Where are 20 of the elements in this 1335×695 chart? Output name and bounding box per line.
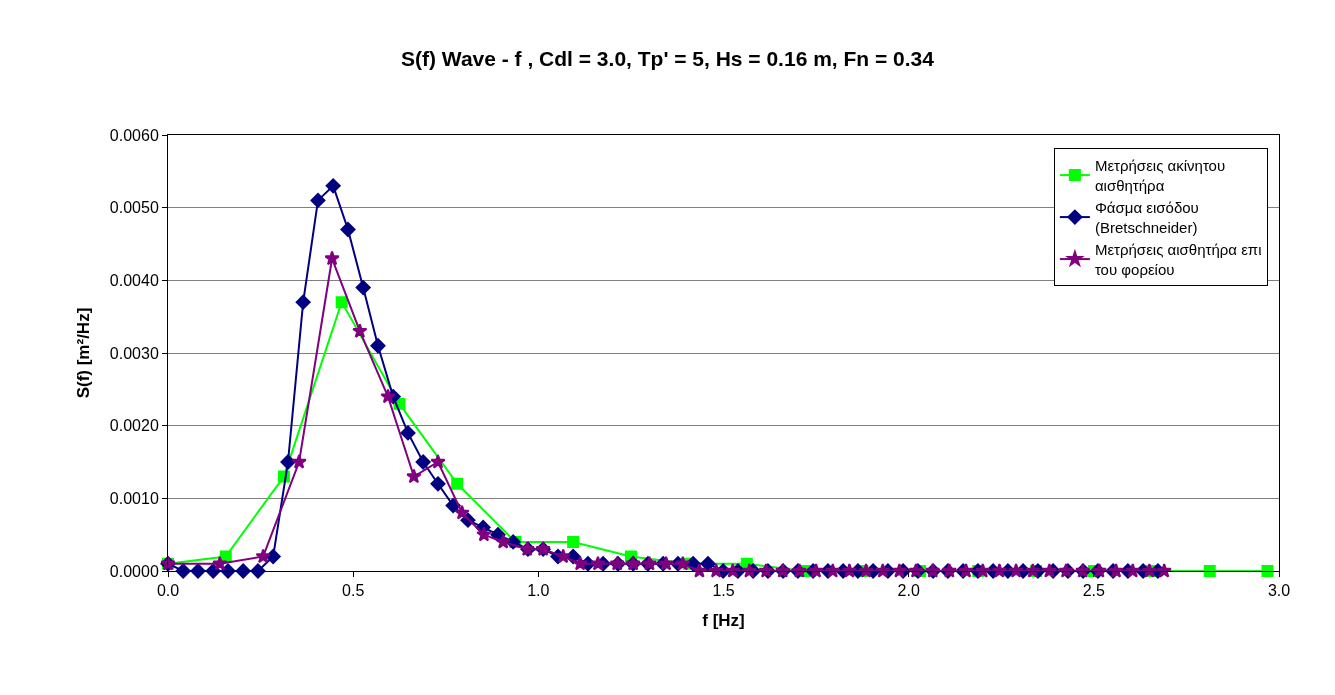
y-tick-label: 0.0040 (109, 271, 159, 289)
legend-label: Μετρήσεις ακίνητου αισθητήρα (1094, 157, 1226, 194)
x-tick-label: 3.0 (1267, 582, 1291, 600)
y-tick-label: 0.0030 (109, 344, 159, 362)
y-tick-label: 0.0020 (109, 417, 159, 435)
y-tick-label: 0.0000 (109, 562, 159, 580)
y-tick-label: 0.0010 (109, 489, 159, 507)
legend-label: Μετρήσεις αισθητήρα επι του φορείου (1094, 241, 1262, 278)
x-tick-label: 0.5 (342, 582, 365, 600)
x-tick-label: 1.0 (527, 582, 550, 600)
x-tick-label: 0.0 (156, 582, 180, 600)
y-axis-title: S(f) [m²/Hz] (74, 307, 94, 399)
legend-label: Φάσμα εισόδου (Bretschneider) (1094, 199, 1199, 236)
x-tick-label: 1.5 (712, 582, 735, 600)
x-tick-label: 2.0 (897, 582, 920, 600)
chart-title: S(f) Wave - f , Cdl = 3.0, Tp' = 5, Hs = 0.16 m, Fn = 0.34 (401, 47, 935, 71)
y-tick-label: 0.0060 (109, 126, 159, 144)
y-tick-label: 0.0050 (109, 199, 159, 217)
x-axis-title: f [Hz] (702, 610, 745, 630)
x-tick-label: 2.5 (1082, 582, 1106, 600)
